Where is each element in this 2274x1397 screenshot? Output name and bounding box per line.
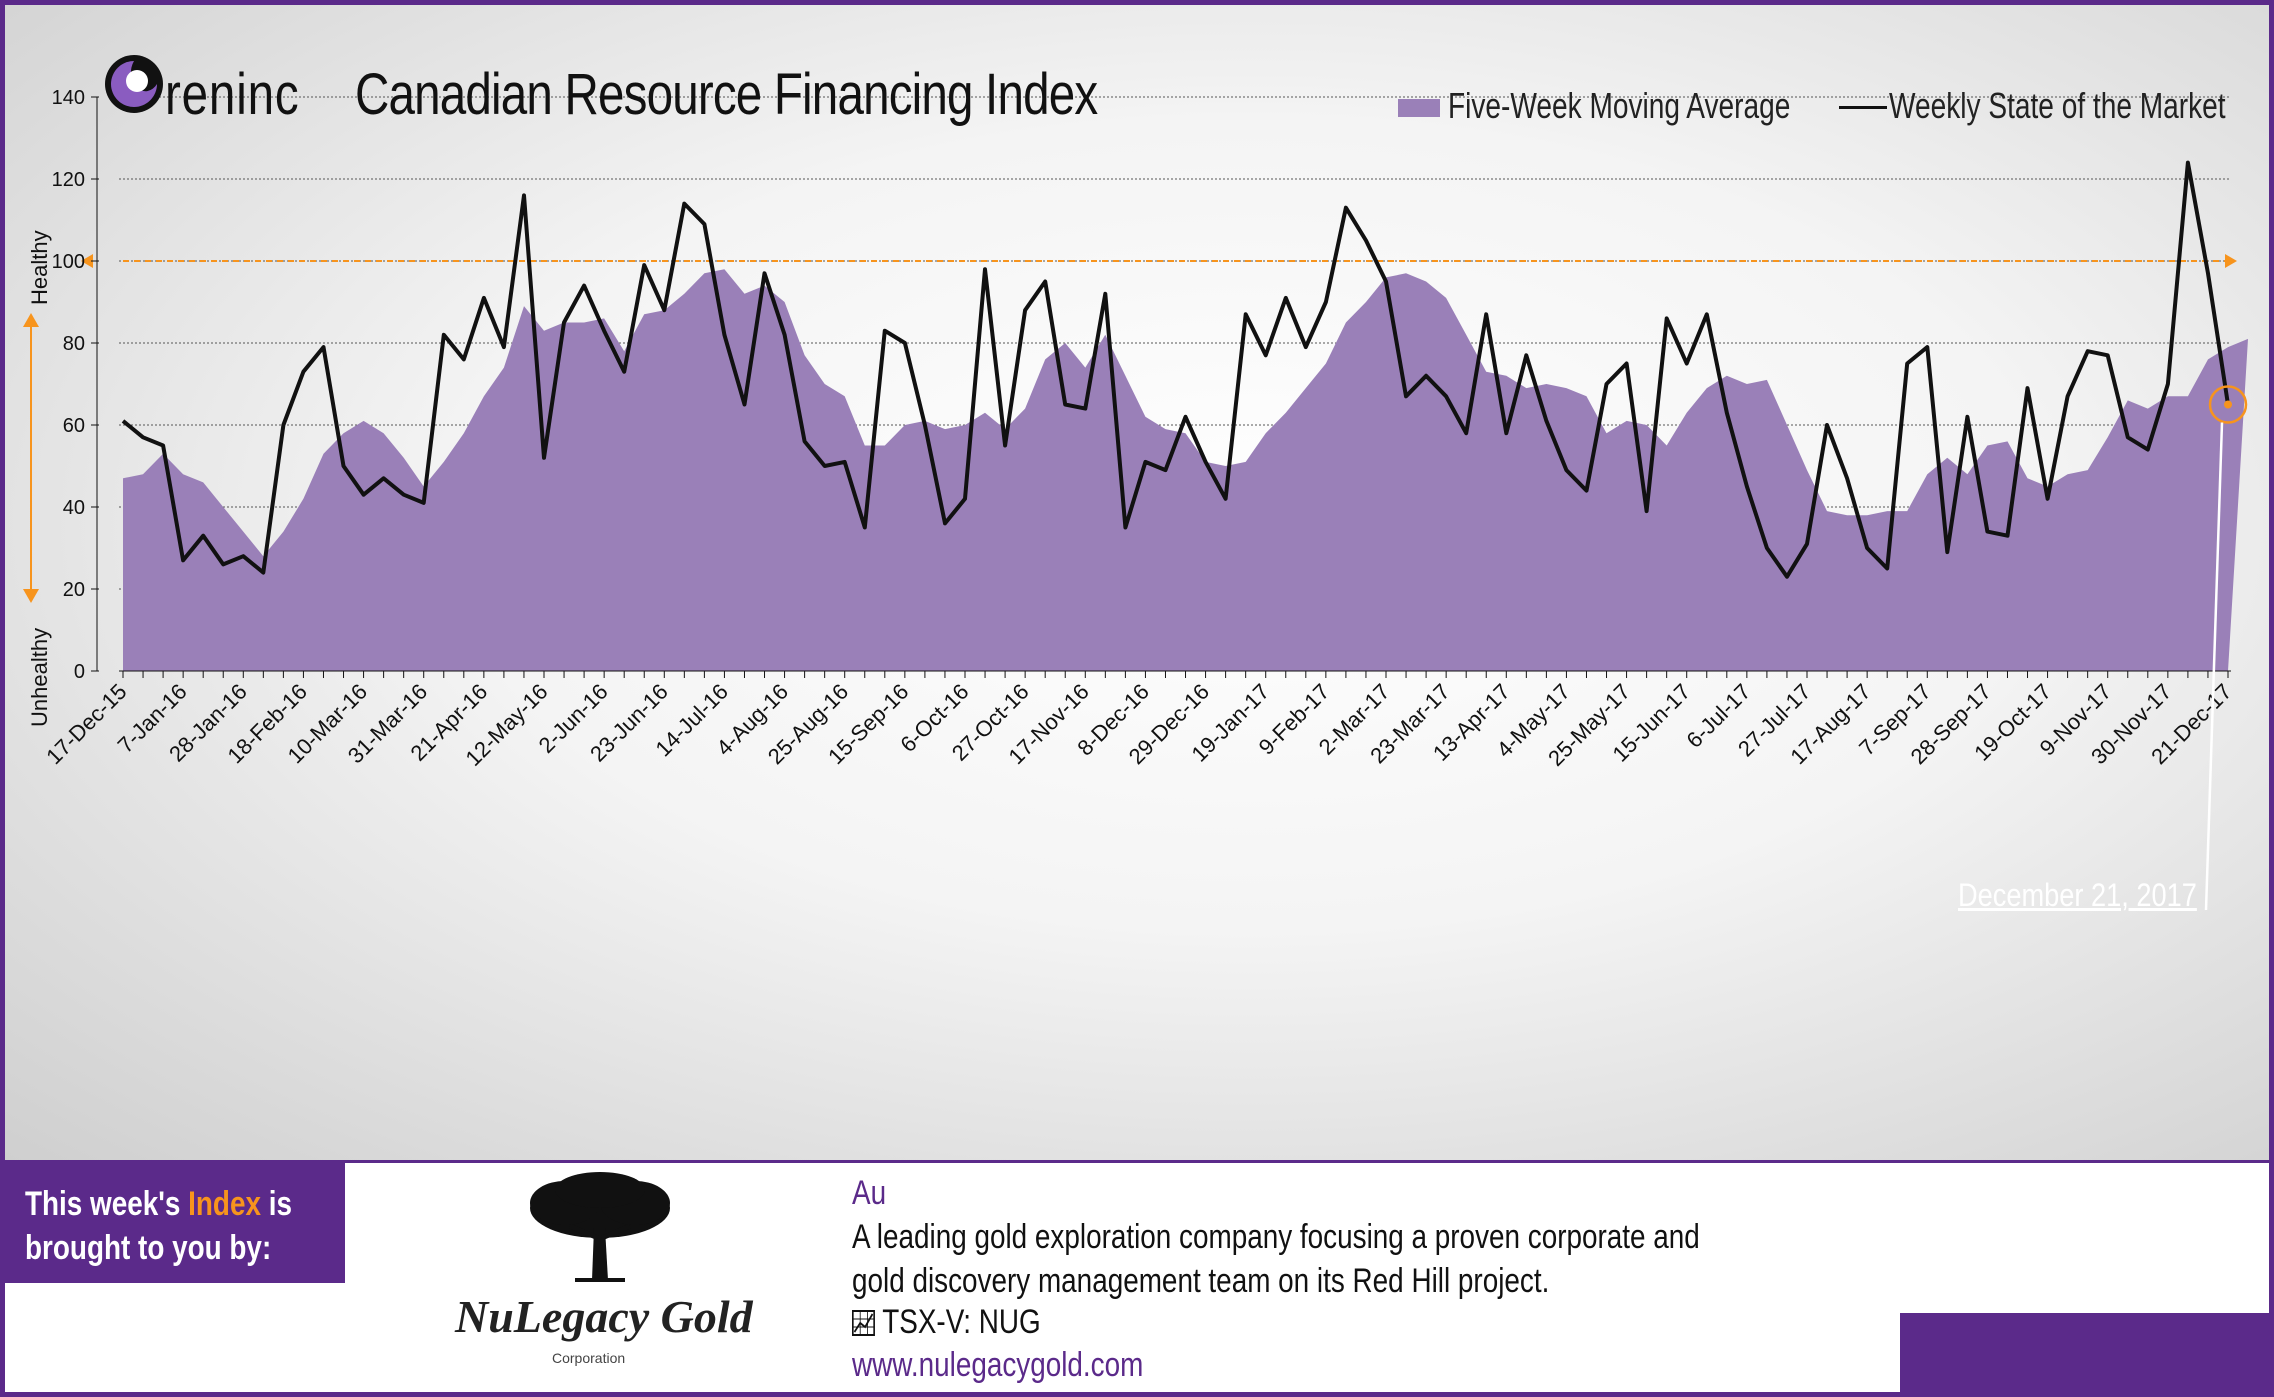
legend-line-swatch xyxy=(1839,106,1887,109)
healthy-label: Healthy xyxy=(27,230,52,305)
callout-leader-line xyxy=(2204,422,2224,911)
y-tick-label: 80 xyxy=(63,333,85,355)
y-tick-label: 20 xyxy=(63,579,85,601)
legend-area-label: Five-Week Moving Average xyxy=(1448,85,1791,126)
health-arrow-up-icon xyxy=(23,313,39,327)
sponsor-left-area xyxy=(5,1283,345,1392)
y-tick-label: 60 xyxy=(63,415,85,437)
x-tick-label: 17-Dec-15 xyxy=(41,679,131,769)
brand-logo-icon xyxy=(105,55,163,113)
company-description-line1: A leading gold exploration company focus… xyxy=(852,1218,1700,1256)
company-website-link[interactable]: www.nulegacygold.com xyxy=(852,1346,1144,1384)
tree-logo-icon xyxy=(530,1172,670,1282)
latest-date-callout: December 21, 2017 xyxy=(1958,877,2197,913)
company-description-line2: gold discovery management team on its Re… xyxy=(852,1262,1550,1300)
company-sector: Au xyxy=(852,1174,887,1212)
y-tick-label: 140 xyxy=(52,87,85,109)
sponsor-banner xyxy=(5,1163,345,1283)
threshold-left-arrow-icon xyxy=(81,254,93,268)
area-layer xyxy=(123,269,2248,671)
unhealthy-label: Unhealthy xyxy=(27,627,52,727)
company-subtitle: Corporation xyxy=(552,1350,626,1366)
legend-area-swatch xyxy=(1398,99,1440,117)
latest-point-ring xyxy=(2208,385,2248,424)
sponsor-intro: This week's Index is brought to you by: xyxy=(25,1182,292,1270)
moving-average-area xyxy=(123,269,2248,671)
sponsor-intro-line2: brought to you by: xyxy=(25,1229,272,1267)
corner-accent xyxy=(1900,1313,2269,1392)
chart-panel: 0 20 40 60 80 100 120 140 17-Dec-15 7-Jan-16 28-Ja… xyxy=(5,5,2269,1160)
line-layer xyxy=(121,160,2230,579)
arrow-layer xyxy=(23,313,39,603)
sponsor-intro-part2: is xyxy=(260,1185,292,1223)
company-ticker: TSX-V: NUG xyxy=(852,1303,1041,1342)
sponsor-intro-part1: This week's xyxy=(25,1185,189,1223)
legend-line-label: Weekly State of the Market xyxy=(1889,85,2226,126)
latest-point-marker xyxy=(2224,400,2232,409)
sponsor-intro-highlight: Index xyxy=(188,1185,261,1223)
y-tick-label: 40 xyxy=(63,497,85,519)
health-arrow-down-icon xyxy=(23,589,39,603)
y-tick-label: 120 xyxy=(52,169,85,191)
chart-svg: 02040608010012014017-Dec-157-Jan-1628-Ja… xyxy=(23,87,2248,911)
chart-icon xyxy=(852,1310,875,1336)
chart-title: Canadian Resource Financing Index xyxy=(355,62,1098,127)
y-tick-label: 100 xyxy=(52,251,85,273)
threshold-right-arrow-icon xyxy=(2225,254,2237,268)
company-name: NuLegacy Gold xyxy=(455,1291,753,1342)
weekly-market-line xyxy=(121,160,2230,579)
ticker-text: TSX-V: NUG xyxy=(882,1303,1041,1341)
y-tick-label: 0 xyxy=(74,661,85,683)
brand-word: reninc xyxy=(165,62,300,127)
callout-layer xyxy=(2204,385,2248,911)
threshold-layer xyxy=(81,254,2237,268)
